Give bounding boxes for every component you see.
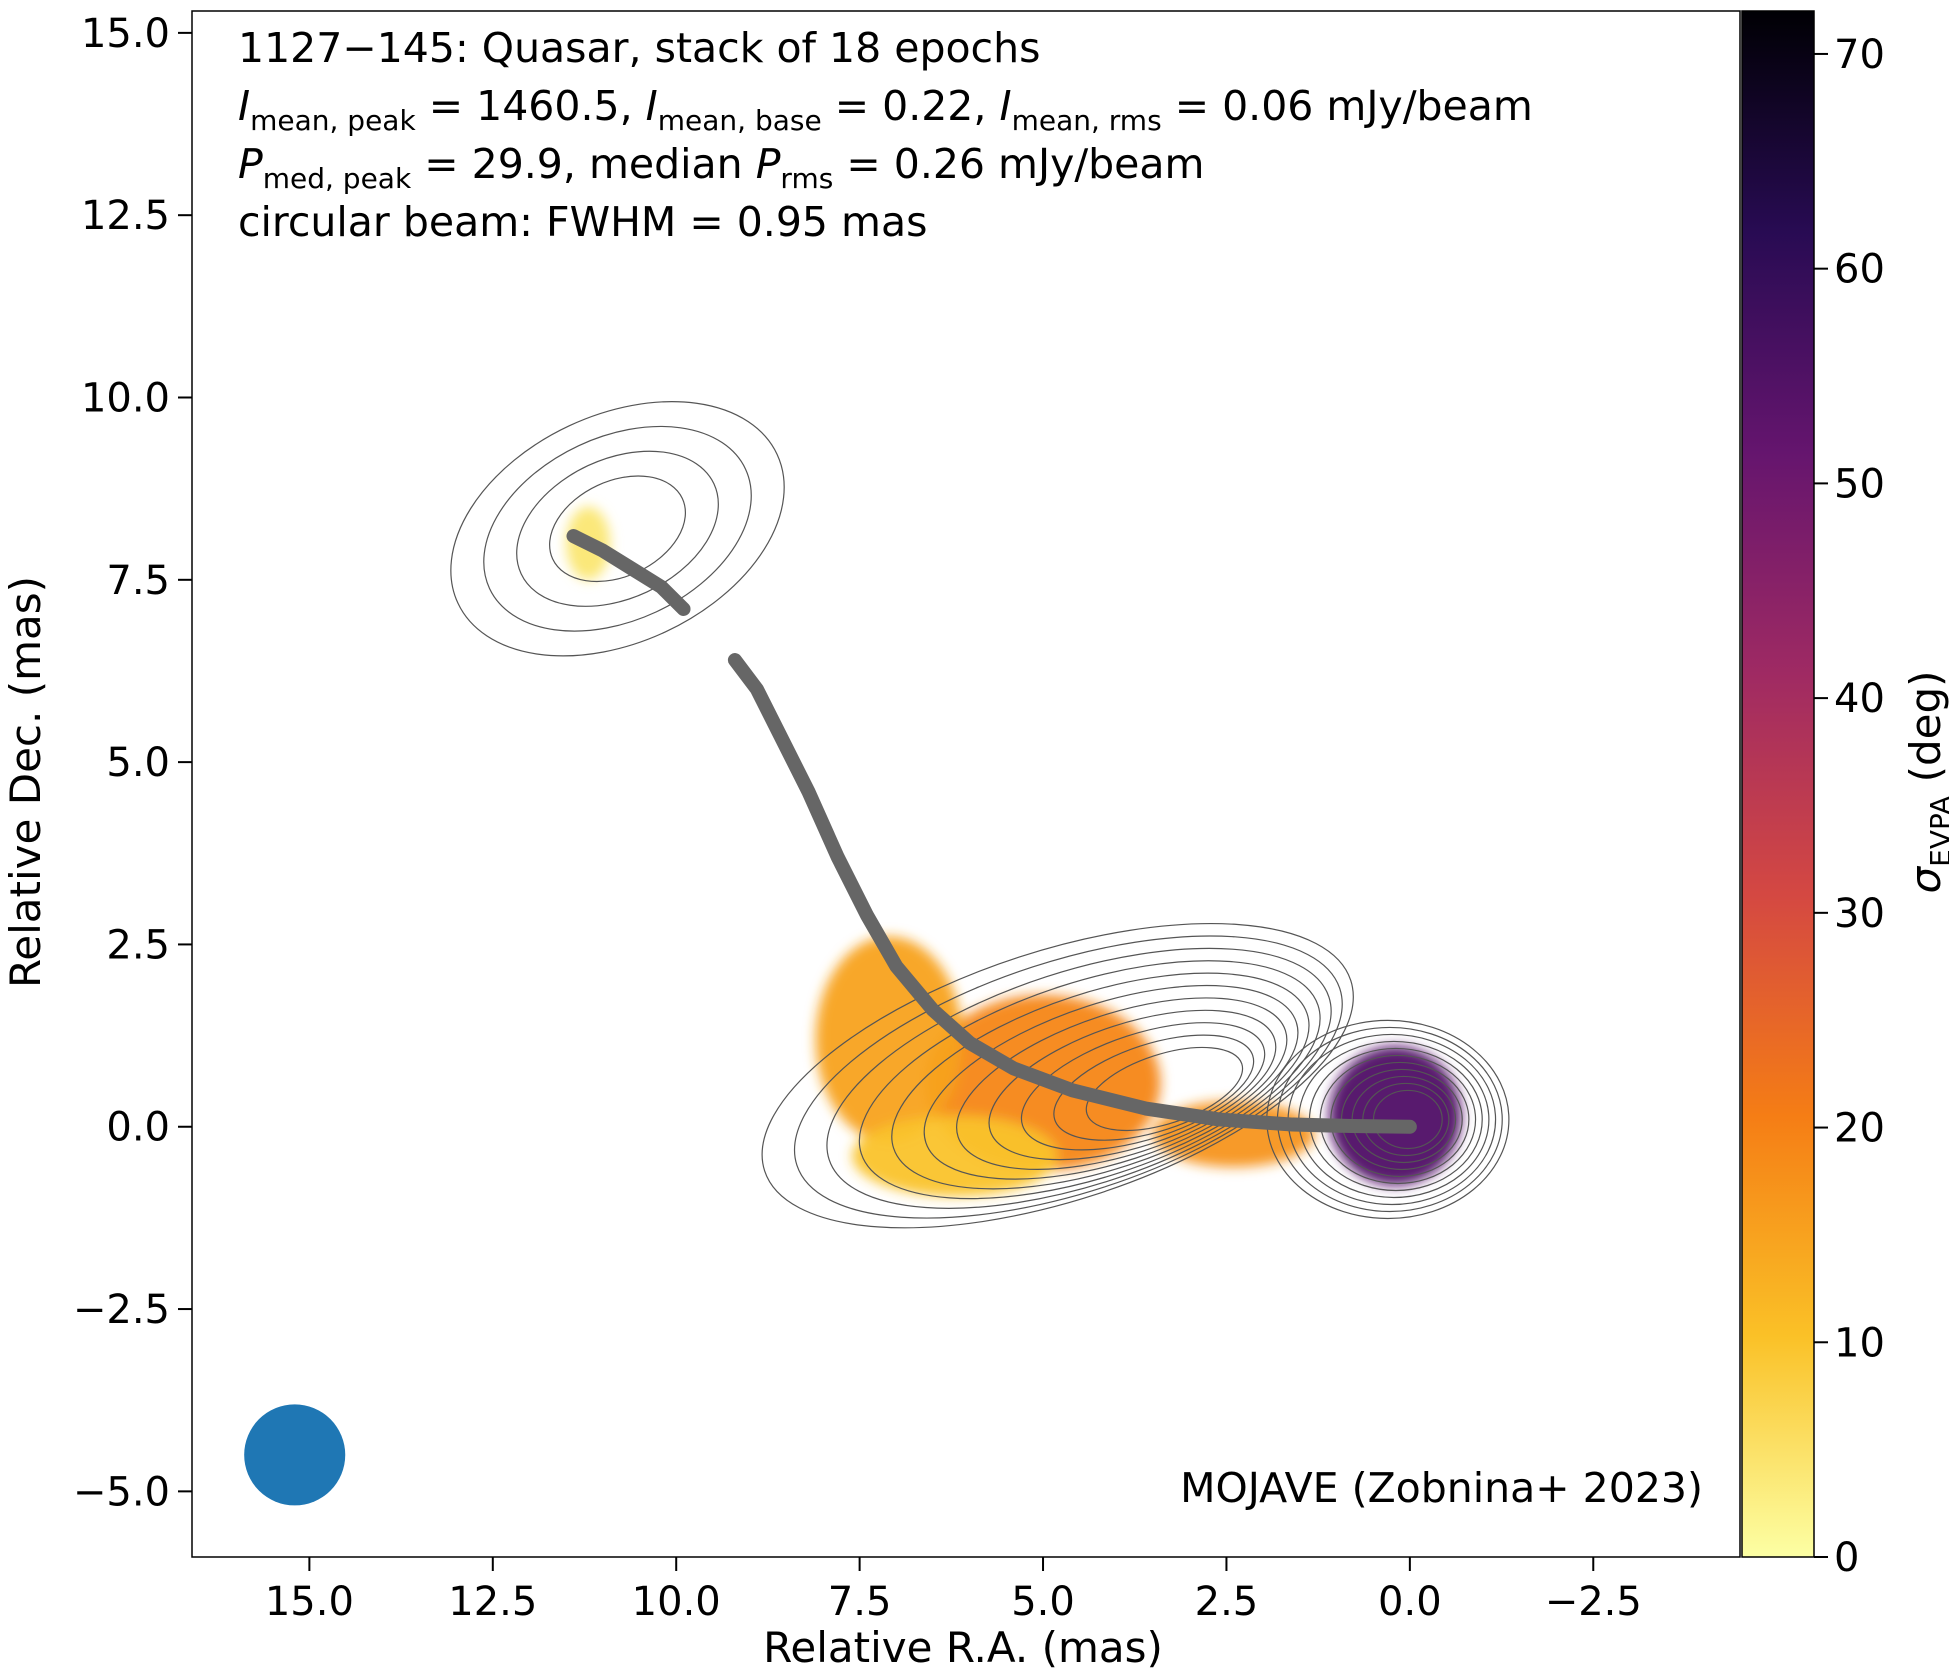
x-tick-label: 7.5 (828, 1579, 892, 1625)
contour-jet (988, 1009, 1277, 1161)
contour-jet (923, 984, 1299, 1180)
colorbar: 0 10 20 30 40 50 60 70 σEVPA (deg) (1741, 10, 1949, 1581)
x-tick-label: 10.0 (632, 1579, 721, 1625)
annotation-line-3: Pmed, peak = 29.9, median Prms = 0.26 mJ… (238, 140, 1204, 195)
colorbar-tick-label: 50 (1834, 461, 1885, 507)
annotation-block: 1127−145: Quasar, stack of 18 epochs Ime… (238, 24, 1533, 246)
y-tick-label: 10.0 (81, 376, 170, 422)
contour-outer-jet (450, 401, 785, 657)
contour-jet (1053, 1034, 1255, 1141)
x-tick-label: 15.0 (265, 1579, 354, 1625)
plot-frame (191, 10, 1741, 1558)
ridgeline (566, 529, 1417, 1134)
evpa-region (852, 1115, 1058, 1197)
y-tick-label: 5.0 (106, 740, 170, 786)
colorbar-tick-label: 60 (1834, 247, 1885, 293)
y-tick-label: 15.0 (81, 11, 170, 57)
contour-outer-jet (516, 450, 719, 607)
colorbar-gradient (1741, 10, 1815, 1558)
y-axis-label: Relative Dec. (mas) (1, 576, 50, 988)
ridgeline-segment (727, 653, 1417, 1134)
colorbar-label: σEVPA (deg) (1901, 670, 1949, 893)
contour-jet (1085, 1046, 1244, 1132)
y-tick-label: −2.5 (73, 1287, 170, 1333)
beam-marker (244, 1404, 346, 1506)
y-axis-ticks: −5.0 −2.5 0.0 2.5 5.0 7.5 10.0 12.5 15.0 (73, 11, 192, 1515)
contour-outer-jet (549, 475, 687, 583)
x-tick-label: 12.5 (448, 1579, 537, 1625)
contour-jet (1020, 1022, 1266, 1151)
y-tick-label: 12.5 (81, 193, 170, 239)
contour-outer-jet (483, 425, 752, 632)
ridgeline-segment (566, 529, 691, 616)
contour-jet (956, 997, 1288, 1170)
annotation-line-4: circular beam: FWHM = 0.95 mas (238, 198, 927, 246)
contour-jet (793, 935, 1343, 1219)
credit-label: MOJAVE (Zobnina+ 2023) (1180, 1464, 1703, 1512)
y-tick-label: 7.5 (106, 558, 170, 604)
annotation-line-2: Imean, peak = 1460.5, Imean, base = 0.22… (238, 82, 1533, 137)
y-tick-label: −5.0 (73, 1469, 170, 1515)
colorbar-tick-label: 30 (1834, 891, 1885, 937)
x-tick-label: −2.5 (1545, 1579, 1642, 1625)
contour-jet (858, 960, 1321, 1200)
colorbar-ticks: 0 10 20 30 40 50 60 70 (1814, 32, 1885, 1581)
colorbar-tick-label: 40 (1834, 676, 1885, 722)
x-tick-label: 0.0 (1378, 1579, 1442, 1625)
plot-area (244, 401, 1510, 1506)
x-axis-label: Relative R.A. (mas) (763, 1623, 1163, 1672)
beam-ellipse (244, 1404, 346, 1506)
x-tick-label: 5.0 (1011, 1579, 1075, 1625)
colorbar-tick-label: 0 (1834, 1535, 1859, 1581)
colorbar-tick-label: 20 (1834, 1106, 1885, 1152)
contour-jet (826, 947, 1332, 1209)
colorbar-tick-label: 70 (1834, 32, 1885, 78)
x-axis-ticks: 15.0 12.5 10.0 7.5 5.0 2.5 0.0 −2.5 (265, 1557, 1642, 1625)
x-tick-label: 2.5 (1195, 1579, 1259, 1625)
annotation-line-1: 1127−145: Quasar, stack of 18 epochs (238, 24, 1040, 72)
contour-jet (891, 972, 1310, 1190)
y-tick-label: 0.0 (106, 1105, 170, 1151)
contour-jet (761, 922, 1354, 1229)
colorbar-tick-label: 10 (1834, 1320, 1885, 1366)
intensity-contours (450, 401, 1510, 1229)
y-tick-label: 2.5 (106, 922, 170, 968)
